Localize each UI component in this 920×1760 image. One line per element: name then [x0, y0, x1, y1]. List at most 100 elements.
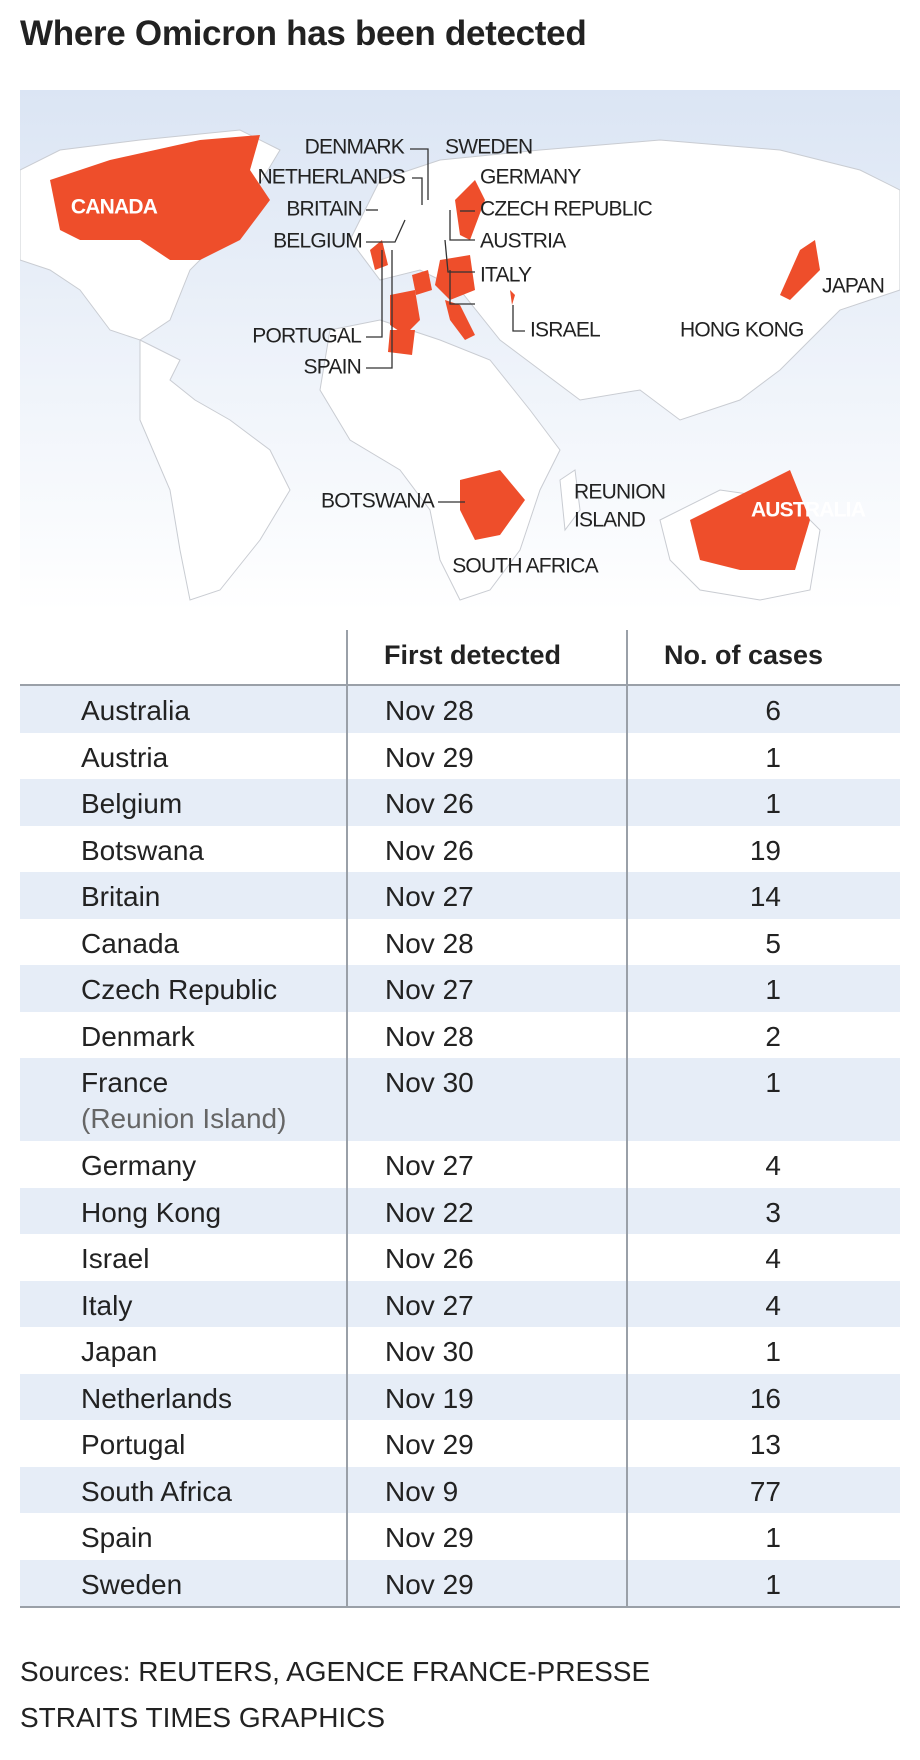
first-detected: Nov 28 — [385, 927, 474, 959]
first-detected: Nov 26 — [385, 1243, 474, 1274]
country: Canada — [81, 927, 180, 959]
table-row: Belgium Nov 26 1 — [20, 779, 900, 826]
first-detected: Nov 27 — [385, 881, 474, 912]
map-label: CANADA — [71, 196, 158, 219]
first-detected: Nov 30 — [385, 1336, 474, 1367]
case-count: 4 — [765, 1289, 781, 1321]
map-label: DENMARK — [305, 136, 405, 159]
first-detected: Nov 19 — [385, 1382, 474, 1414]
sources: Sources: REUTERS, AGENCE FRANCE-PRESSE — [20, 1656, 651, 1687]
map-label: CZECH REPUBLIC — [480, 198, 653, 221]
map: DENMARK SWEDEN NETHERLANDS GERMANY BRITAIN CZ… — [20, 90, 900, 612]
country: South Africa — [81, 1475, 232, 1507]
country: Netherlands — [81, 1382, 232, 1414]
map-label: BOTSWANA — [321, 490, 435, 513]
case-count: 6 — [765, 695, 781, 726]
map-label: ISRAEL — [530, 319, 600, 342]
table-row: Netherlands Nov 19 16 — [20, 1373, 900, 1420]
first-detected: Nov 22 — [385, 1196, 474, 1228]
table-row: Britain Nov 27 14 — [20, 872, 900, 919]
country: Italy — [81, 1289, 133, 1321]
first-detected: Nov 27 — [385, 1289, 474, 1321]
country: Portugal — [81, 1429, 186, 1460]
case-count: 1 — [765, 788, 781, 819]
credit: STRAITS TIMES GRAPHICS — [20, 1702, 386, 1733]
map-label: AUSTRALIA — [751, 499, 866, 522]
first-detected: Nov 28 — [385, 695, 474, 726]
first-detected: Nov 28 — [385, 1020, 474, 1052]
map-label: PORTUGAL — [252, 325, 361, 348]
table-row: Japan Nov 30 1 — [20, 1327, 900, 1374]
case-count: 4 — [765, 1243, 781, 1274]
table-row: Denmark Nov 28 2 — [20, 1012, 900, 1059]
column-header: First detected — [384, 640, 562, 670]
case-count: 1 — [765, 1336, 781, 1367]
case-count: 14 — [749, 881, 781, 912]
column-divider — [626, 630, 628, 1608]
country: France (Reunion Island) — [81, 1067, 287, 1134]
first-detected: Nov 29 — [385, 1429, 474, 1460]
table-row: Canada Nov 28 5 — [20, 919, 900, 966]
country: Britain — [81, 881, 161, 912]
map-label: GERMANY — [480, 166, 581, 189]
case-count: 16 — [749, 1382, 781, 1414]
case-count: 3 — [765, 1196, 781, 1228]
map-label: JAPAN — [822, 275, 884, 298]
country: Japan — [81, 1336, 158, 1367]
map-label: NETHERLANDS — [257, 166, 405, 189]
map-label: BRITAIN — [286, 198, 362, 221]
map-label: BELGIUM — [273, 230, 362, 253]
table-row: Germany Nov 27 4 — [20, 1141, 900, 1188]
case-count: 2 — [765, 1020, 781, 1052]
country: Sweden — [81, 1568, 183, 1600]
table-row: Portugal Nov 29 13 — [20, 1420, 900, 1467]
map-label: SOUTH AFRICA — [452, 555, 598, 578]
table-bottom-rule — [20, 1606, 900, 1608]
country: Spain — [81, 1522, 153, 1553]
case-count: 13 — [749, 1429, 781, 1460]
case-count: 1 — [765, 1067, 781, 1098]
case-count: 4 — [765, 1150, 781, 1181]
table-row: Botswana Nov 26 19 — [20, 826, 900, 873]
country: Czech Republic — [81, 974, 278, 1005]
table-row: Spain Nov 29 1 — [20, 1513, 900, 1560]
country-note: (Reunion Island) — [81, 1103, 287, 1134]
table-row: France (Reunion Island) Nov 30 1 — [20, 1058, 900, 1141]
case-count: 1 — [765, 1568, 781, 1600]
first-detected: Nov 27 — [385, 1150, 474, 1181]
map-label: AUSTRIA — [480, 230, 566, 253]
case-count: 5 — [765, 927, 781, 959]
case-count: 1 — [765, 974, 781, 1005]
table-row: Australia Nov 28 6 — [20, 686, 900, 733]
map-label: HONG KONG — [680, 319, 803, 342]
table-row: South Africa Nov 9 77 — [20, 1466, 900, 1513]
table-row: Israel Nov 26 4 — [20, 1234, 900, 1281]
first-detected: Nov 27 — [385, 974, 474, 1005]
country: Australia — [81, 695, 190, 726]
country: Germany — [81, 1150, 197, 1181]
case-count: 1 — [765, 1522, 781, 1553]
country: Denmark — [81, 1020, 195, 1052]
table-row: Austria Nov 29 1 — [20, 733, 900, 780]
first-detected: Nov 30 — [385, 1067, 474, 1098]
table-row: Italy Nov 27 4 — [20, 1280, 900, 1327]
leader-lines — [366, 148, 525, 503]
detected-countries — [50, 135, 820, 570]
country: Israel — [81, 1243, 150, 1274]
column-divider — [346, 630, 348, 1608]
country: Belgium — [81, 788, 183, 819]
table-row: Czech Republic Nov 27 1 — [20, 965, 900, 1012]
country: Hong Kong — [81, 1196, 222, 1228]
map-label: REUNION — [574, 481, 665, 504]
table-row: Sweden Nov 29 1 — [20, 1559, 900, 1606]
country: Botswana — [81, 834, 204, 866]
map-label: SPAIN — [304, 356, 361, 379]
title: Where Omicron has been detected — [20, 14, 587, 53]
map-label: ISLAND — [574, 509, 646, 532]
first-detected: Nov 29 — [385, 1522, 474, 1553]
map-label: SWEDEN — [445, 136, 532, 159]
first-detected: Nov 29 — [385, 741, 474, 773]
first-detected: Nov 29 — [385, 1568, 474, 1600]
first-detected: Nov 26 — [385, 788, 474, 819]
